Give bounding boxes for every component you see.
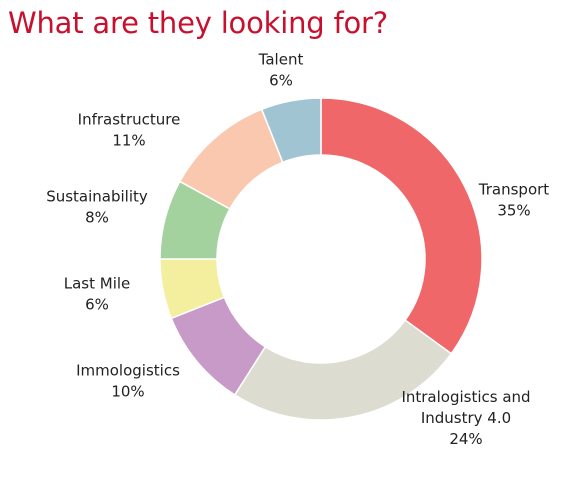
slice-name-label: Immologistics xyxy=(76,362,180,380)
label-immologistics: Immologistics 10% xyxy=(76,362,180,401)
slice-value-label: 6% xyxy=(85,296,109,314)
slice-name-label: Last Mile xyxy=(64,275,131,293)
slice-name-label: Talent xyxy=(258,51,304,69)
slice-talent xyxy=(260,97,322,164)
label-infrastructure: Infrastructure 11% xyxy=(78,111,181,150)
chart-title: What are they looking for? xyxy=(8,6,388,40)
label-sustainability: Sustainability 8% xyxy=(46,188,148,227)
slice-value-label: 35% xyxy=(497,202,530,220)
slice-value-label: 11% xyxy=(112,132,145,150)
slice-labels: Transport 35% Intralogistics and Industry 4… xyxy=(46,51,549,449)
slice-name-label: Sustainability xyxy=(46,188,148,206)
slice-name-label: Infrastructure xyxy=(78,111,181,129)
slice-value-label: 8% xyxy=(85,209,109,227)
slice-value-label: 10% xyxy=(111,383,144,401)
slice-name-label: Intralogistics and xyxy=(401,388,530,406)
label-talent: Talent 6% xyxy=(258,51,304,90)
slice-name-label: Transport xyxy=(478,181,550,199)
label-transport: Transport 35% xyxy=(478,181,550,220)
label-last-mile: Last Mile 6% xyxy=(64,275,131,314)
slice-name-label: Industry 4.0 xyxy=(421,409,511,427)
slice-value-label: 24% xyxy=(449,430,482,448)
label-intralogistics-and-industry-4-0: Intralogistics and Industry 4.0 24% xyxy=(401,388,530,448)
donut-slices xyxy=(159,97,483,421)
slice-transport xyxy=(320,97,483,355)
slice-value-label: 6% xyxy=(269,72,293,90)
